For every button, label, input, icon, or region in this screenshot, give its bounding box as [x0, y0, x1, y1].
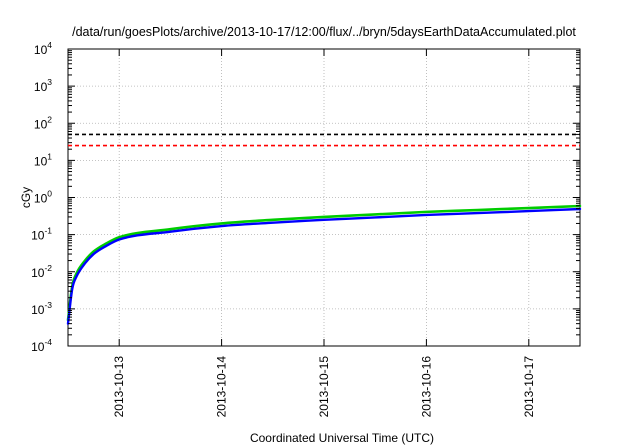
chart-title: /data/run/goesPlots/archive/2013-10-17/1…	[72, 25, 576, 39]
x-tick-label: 2013-10-13	[112, 356, 126, 418]
x-tick-labels: 2013-10-13 2013-10-14 2013-10-15 2013-10-16…	[112, 356, 536, 418]
y-tick-label: 102	[34, 114, 52, 131]
y-tick-labels: 10-4 10-3 10-2 10-1 100 101 102 103 104	[31, 40, 52, 354]
y-tick-label: 10-1	[31, 226, 52, 243]
y-tick-label: 103	[34, 77, 52, 94]
x-tick-label: 2013-10-14	[215, 356, 229, 418]
threshold-layer	[68, 133, 580, 147]
x-tick-label: 2013-10-16	[419, 356, 433, 418]
y-tick-label: 10-2	[31, 263, 52, 280]
y-tick-label: 10-3	[31, 300, 52, 317]
series-line-1	[66, 204, 582, 322]
x-axis-label: Coordinated Universal Time (UTC)	[250, 431, 434, 445]
y-axis-label: cGy	[19, 187, 33, 208]
series-line-2	[66, 207, 582, 325]
grid-layer	[68, 49, 580, 346]
tick-layer	[68, 48, 580, 347]
x-tick-label: 2013-10-15	[317, 356, 331, 418]
y-tick-label: 104	[34, 40, 52, 57]
y-tick-label: 100	[34, 189, 52, 206]
y-tick-label: 10-4	[31, 337, 52, 354]
x-tick-label: 2013-10-17	[522, 356, 536, 418]
y-tick-label: 101	[34, 151, 52, 168]
series-layer	[66, 204, 582, 325]
